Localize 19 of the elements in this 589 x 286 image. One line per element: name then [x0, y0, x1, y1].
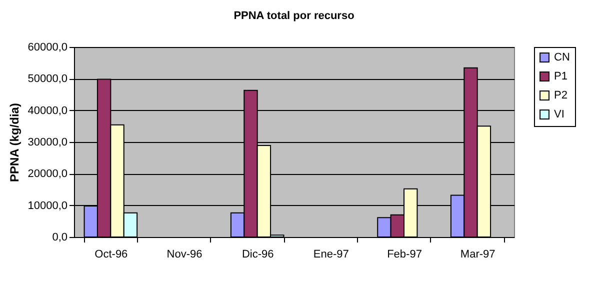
- legend-label: P1: [554, 70, 568, 82]
- y-tick-label: 0,0: [52, 232, 68, 244]
- y-tick-label: 50000,0: [28, 73, 68, 86]
- y-tick-label: 60000,0: [28, 42, 68, 54]
- y-tick-label: 20000,0: [28, 168, 68, 180]
- x-tick-label: Feb-97: [387, 248, 422, 260]
- legend-label: VI: [554, 108, 564, 120]
- x-tick-label: Dic-96: [242, 248, 274, 260]
- legend-label: P2: [554, 90, 568, 102]
- y-tick-label: 10000,0: [28, 200, 68, 212]
- y-tick-label: 40000,0: [28, 104, 68, 117]
- x-tick-label: Mar-97: [460, 248, 496, 260]
- x-tick-label: Oct-96: [94, 248, 128, 260]
- x-tick-label: Nov-96: [166, 248, 202, 260]
- legend-label: CN: [554, 52, 570, 64]
- x-tick-label: Ene-97: [313, 248, 349, 260]
- y-tick-label: 30000,0: [28, 136, 68, 148]
- y-axis-title: PPNA (kg/dia): [8, 103, 22, 182]
- chart-title: PPNA total por recurso: [234, 10, 355, 22]
